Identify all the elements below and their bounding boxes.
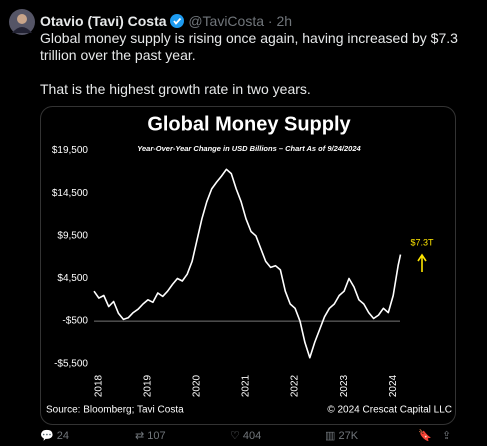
repost-button[interactable]: ⇄ 107 [135, 430, 166, 442]
separator: · [264, 13, 277, 29]
like-button[interactable]: ♡ 404 [230, 430, 262, 442]
avatar[interactable] [9, 9, 35, 35]
annotation: $7.3T [410, 237, 434, 247]
view-count: 27K [338, 430, 359, 442]
y-tick-label: $9,500 [57, 230, 88, 241]
verified-badge [170, 14, 185, 28]
x-tick-label: 2021 [241, 374, 252, 397]
copyright: © 2024 Crescat Capital LLC [327, 405, 452, 416]
author-name[interactable]: Otavio (Tavi) Costa [40, 13, 167, 29]
bookmark-button[interactable]: 🔖 [418, 430, 432, 442]
reply-button[interactable]: 💬 24 [40, 430, 70, 442]
share-button[interactable]: ⇪ [442, 430, 452, 442]
annotation-arrow [417, 253, 427, 272]
repost-count: 107 [147, 430, 166, 442]
handle[interactable]: @TaviCosta [188, 13, 265, 29]
source: Source: Bloomberg; Tavi Costa [46, 405, 184, 416]
x-tick-label: 2024 [388, 374, 399, 397]
x-tick-label: 2022 [290, 374, 301, 397]
y-tick-label: $4,500 [57, 273, 88, 284]
y-tick-label: $14,500 [52, 188, 89, 199]
chart-title: Global Money Supply [147, 113, 351, 135]
y-tick-label: $19,500 [52, 145, 89, 156]
reply-count: 24 [56, 430, 70, 442]
y-tick-label: -$500 [62, 316, 88, 327]
paragraph: That is the highest growth rate in two y… [40, 81, 311, 97]
action-bar: 💬 24 ⇄ 107 ♡ 404 ▥ 27K 🔖 ⇪ [40, 429, 460, 445]
series-line [93, 168, 402, 359]
chart-subtitle: Year-Over-Year Change in USD Billions – … [137, 144, 361, 153]
media-frame[interactable] [40, 106, 456, 425]
x-tick-label: 2019 [143, 374, 154, 397]
y-tick-label: -$5,500 [54, 358, 88, 369]
views-button[interactable]: ▥ 27K [325, 430, 359, 442]
x-tick-label: 2020 [192, 374, 203, 397]
x-tick-label: 2018 [94, 374, 105, 397]
like-count: 404 [242, 430, 262, 442]
tweet-header: Otavio (Tavi) Costa @TaviCosta · 2h [40, 13, 292, 29]
tweet-text: Global money supply is rising once again… [40, 30, 460, 98]
paragraph: Global money supply is rising once again… [40, 30, 458, 63]
x-tick-label: 2023 [339, 374, 350, 397]
time[interactable]: 2h [276, 13, 293, 29]
